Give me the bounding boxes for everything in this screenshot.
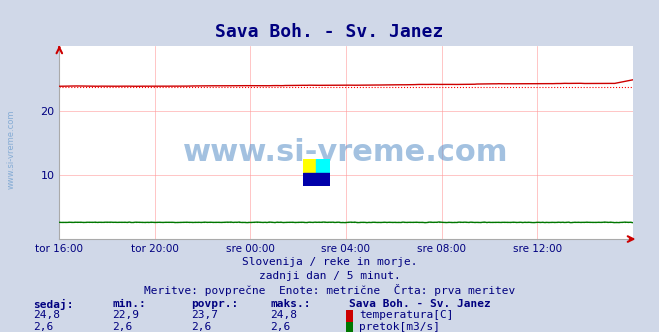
Text: temperatura[C]: temperatura[C]	[359, 310, 453, 320]
Text: Sava Boh. - Sv. Janez: Sava Boh. - Sv. Janez	[349, 299, 491, 309]
Bar	[303, 159, 316, 173]
Text: povpr.:: povpr.:	[191, 299, 239, 309]
Text: maks.:: maks.:	[270, 299, 310, 309]
Text: 24,8: 24,8	[270, 310, 297, 320]
Text: pretok[m3/s]: pretok[m3/s]	[359, 322, 440, 332]
Text: 2,6: 2,6	[270, 322, 291, 332]
Text: Sava Boh. - Sv. Janez: Sava Boh. - Sv. Janez	[215, 23, 444, 41]
Bar	[303, 173, 316, 186]
Text: Slovenija / reke in morje.: Slovenija / reke in morje.	[242, 257, 417, 267]
Text: 2,6: 2,6	[112, 322, 132, 332]
Text: 24,8: 24,8	[33, 310, 60, 320]
Text: 22,9: 22,9	[112, 310, 139, 320]
Text: zadnji dan / 5 minut.: zadnji dan / 5 minut.	[258, 271, 401, 281]
Text: min.:: min.:	[112, 299, 146, 309]
Text: Meritve: povprečne  Enote: metrične  Črta: prva meritev: Meritve: povprečne Enote: metrične Črta:…	[144, 284, 515, 296]
Bar	[316, 159, 330, 173]
Bar	[316, 173, 330, 186]
Text: www.si-vreme.com: www.si-vreme.com	[183, 138, 509, 167]
Text: www.si-vreme.com: www.si-vreme.com	[7, 110, 16, 189]
Text: sedaj:: sedaj:	[33, 299, 73, 310]
Text: 2,6: 2,6	[191, 322, 212, 332]
Text: 23,7: 23,7	[191, 310, 218, 320]
Text: 2,6: 2,6	[33, 322, 53, 332]
